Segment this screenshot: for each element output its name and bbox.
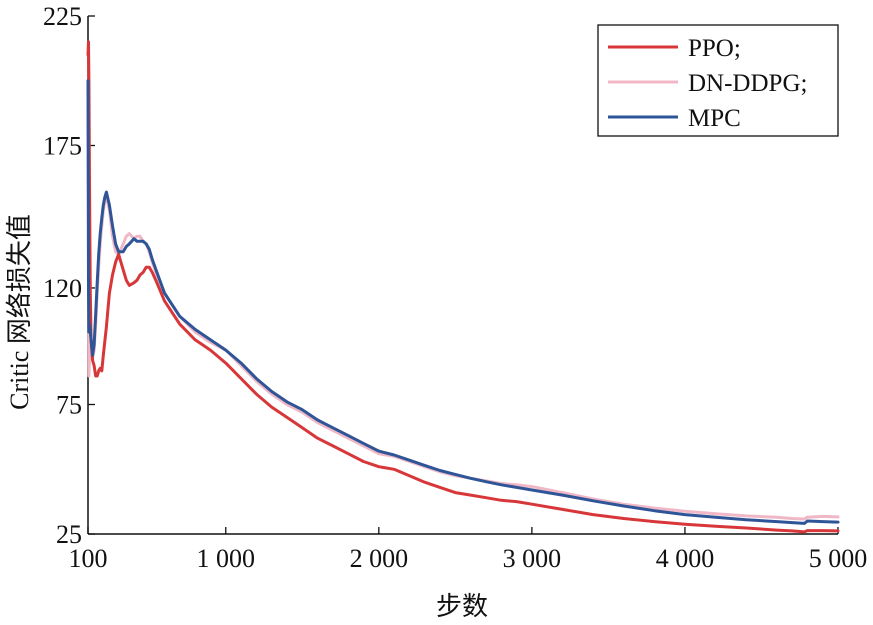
legend-label: PPO; [688, 35, 741, 62]
y-tick-label: 75 [56, 391, 82, 420]
x-axis-title: 步数 [436, 592, 488, 621]
series-line-dn-ddpg [86, 105, 840, 521]
x-tick-label: 100 [69, 544, 108, 573]
y-tick-label: 120 [43, 274, 82, 303]
legend: PPO; DN-DDPG; MPC [597, 24, 839, 137]
x-tick-label: 5 000 [809, 544, 868, 573]
tick-labels: 25 75 120 175 225 100 1 000 2 000 3 000 4 000 5 00… [43, 2, 867, 573]
y-tick-label: 175 [43, 132, 82, 161]
y-tick-label: 25 [56, 520, 82, 549]
y-axis-title: Critic 网络损失值 [5, 214, 34, 410]
legend-label: DN-DDPG; [688, 70, 807, 97]
y-tick-label: 225 [43, 2, 82, 31]
x-tick-label: 2 000 [350, 544, 409, 573]
x-tick-label: 3 000 [503, 544, 562, 573]
series-line-ppo [86, 40, 840, 534]
series-layer [86, 40, 840, 534]
x-tick-label: 4 000 [656, 544, 715, 573]
legend-label: MPC [688, 105, 741, 132]
series-line-mpc [86, 79, 840, 525]
axis-titles: 步数 Critic 网络损失值 [5, 214, 488, 621]
x-tick-label: 1 000 [197, 544, 256, 573]
